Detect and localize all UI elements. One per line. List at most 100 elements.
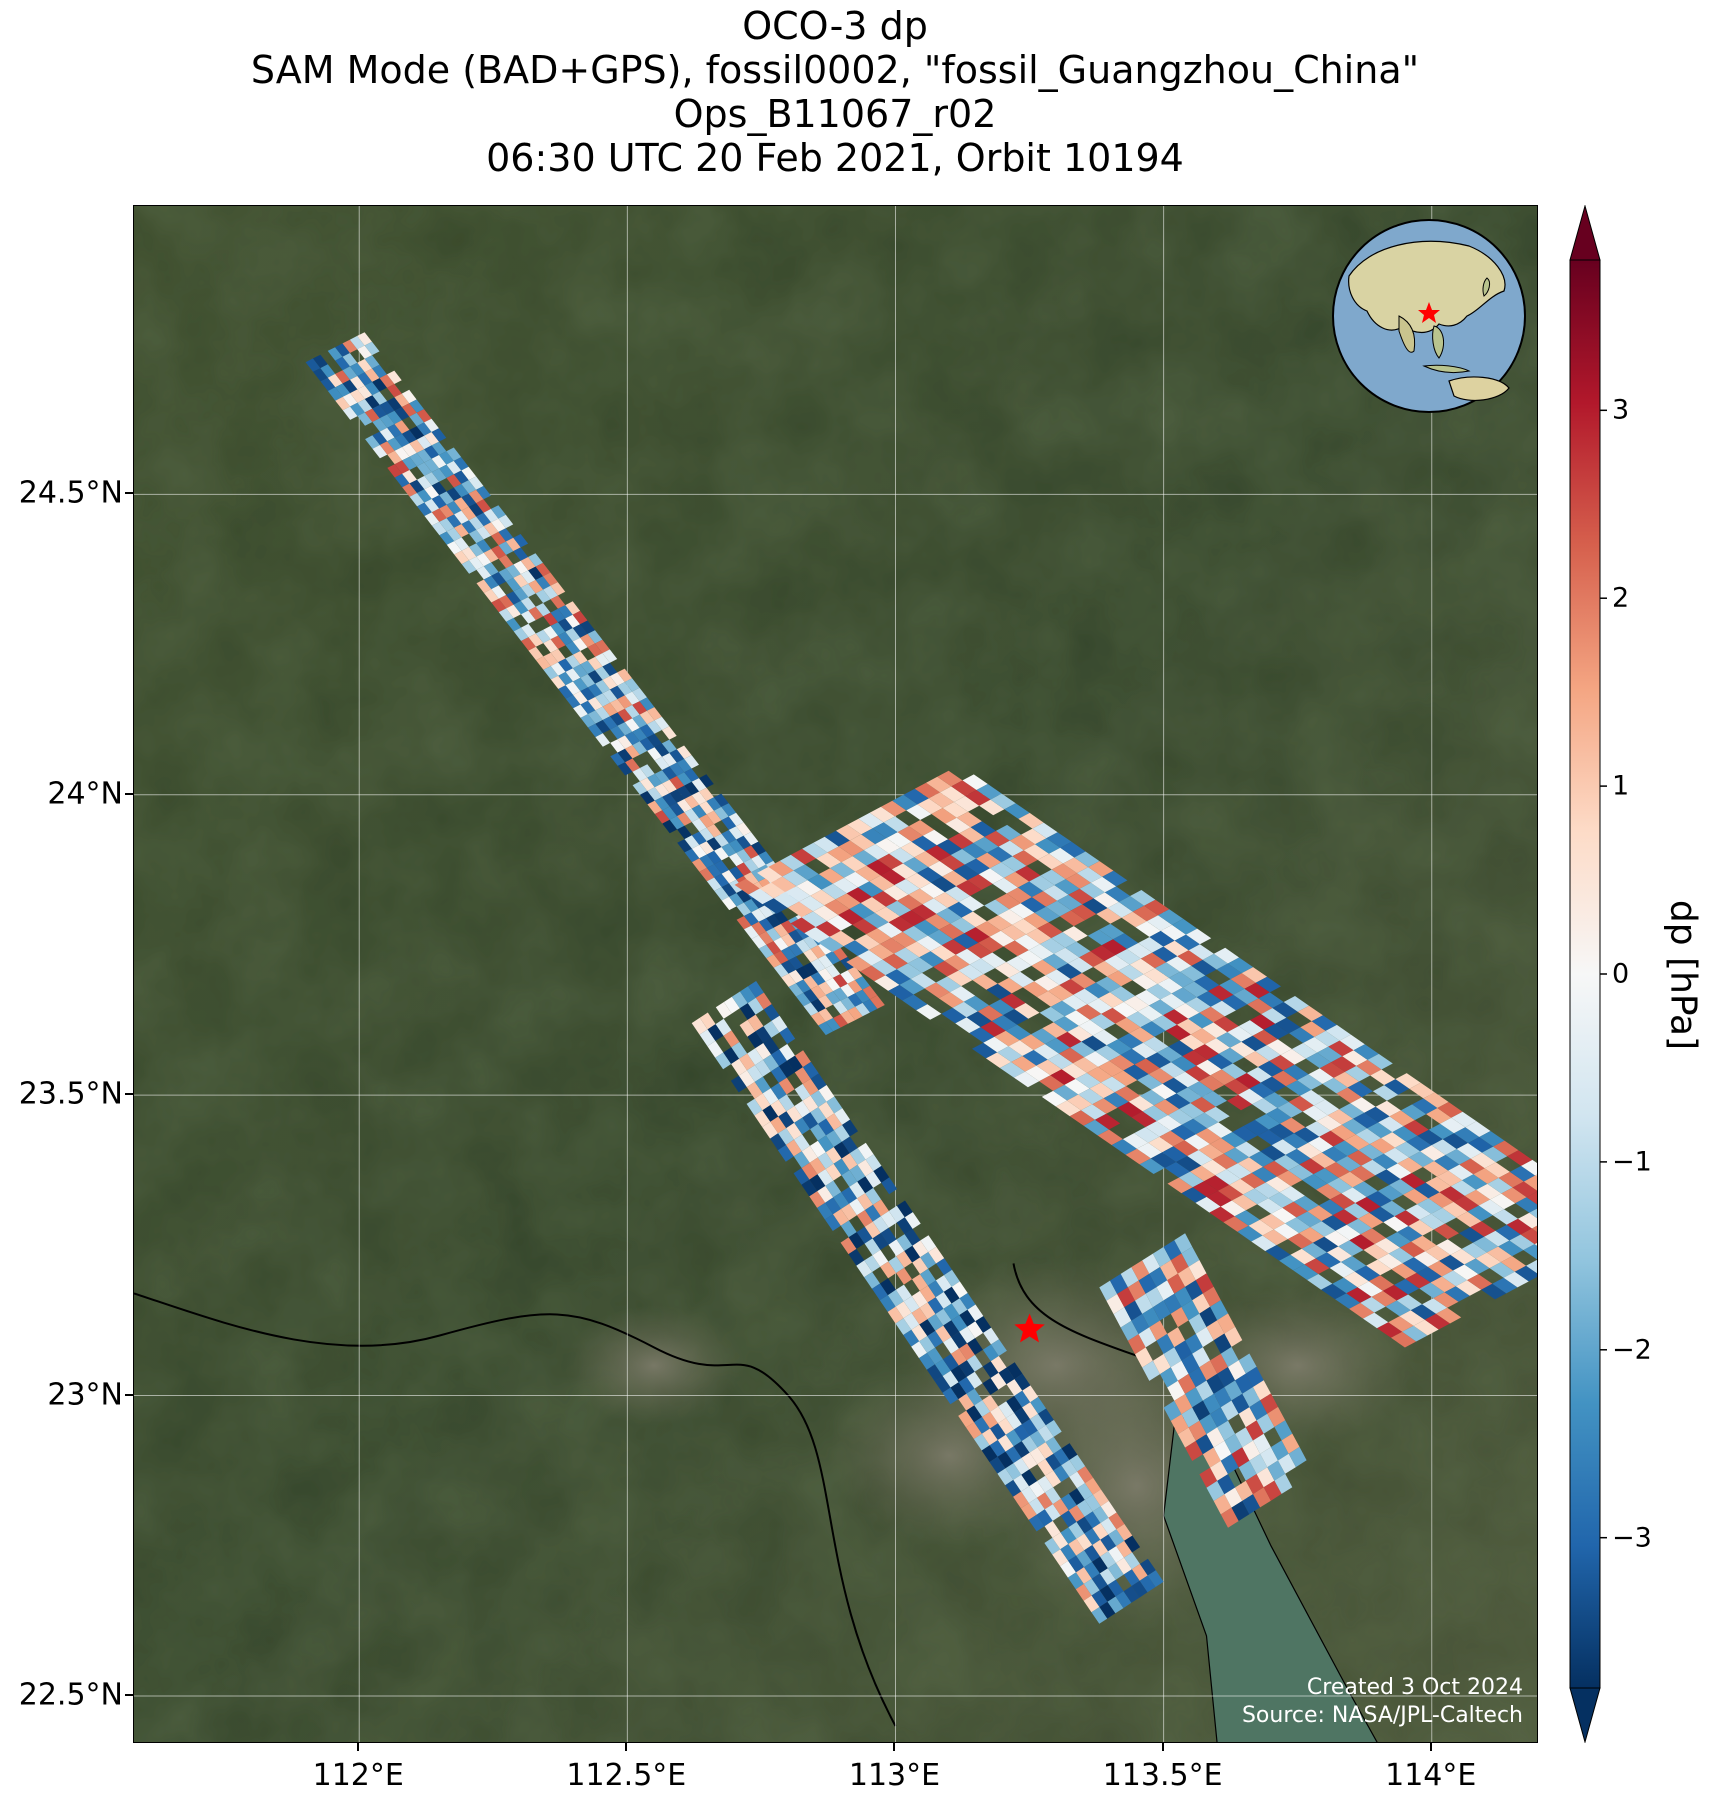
sounding-cell [424,418,439,432]
sounding-cell [520,570,536,584]
sounding-cell [1529,1208,1537,1219]
sounding-cell [535,589,551,603]
sounding-cell [491,505,506,519]
sounding-cell [998,1401,1015,1418]
sounding-cell [1135,921,1161,937]
sounding-cell [424,445,439,459]
sounding-cell [825,977,841,992]
sounding-cell [1134,1058,1160,1075]
sounding-cell [1342,1050,1368,1066]
sounding-cell [855,1002,870,1017]
sounding-cell [956,811,982,828]
sounding-cell [936,907,962,924]
sounding-cell [736,822,751,836]
sounding-cell [654,756,670,771]
sounding-cell [1174,1233,1193,1254]
sounding-cell [1272,1070,1298,1087]
sounding-cell [865,1154,882,1172]
sounding-cell [739,1019,756,1037]
sounding-cell [372,418,388,432]
sounding-cell [833,1158,850,1176]
sounding-cell [1507,1150,1533,1166]
sounding-cell [1453,1195,1479,1212]
sounding-cell [625,758,640,772]
y-tick-mark [125,1393,133,1396]
sounding-cell [617,762,633,776]
sounding-cell [1302,1174,1328,1190]
sounding-cell [402,470,417,484]
sounding-cell [1301,1242,1327,1259]
sounding-cell [1099,923,1125,940]
colorbar-tick-label: −2 [1612,1334,1652,1366]
sounding-cell [1037,922,1063,939]
sounding-cell [1216,1032,1242,1048]
sounding-cell [1013,1441,1030,1458]
sounding-cell [1138,1273,1157,1294]
sounding-cell [1213,1494,1232,1515]
sounding-cell [746,1081,763,1099]
sounding-cell [513,574,529,588]
sounding-cell [888,984,914,1001]
sounding-cell [928,1246,945,1264]
sounding-cell [1163,1347,1182,1368]
sounding-cell [995,893,1021,910]
sounding-cell [1374,1238,1400,1254]
sounding-cell [902,994,928,1011]
sounding-cell [595,666,610,680]
sounding-cell [872,1249,889,1267]
sounding-cell [886,900,912,917]
sounding-cell [528,553,543,567]
sounding-cell [825,1147,842,1164]
sounding-cell [1245,1474,1264,1495]
sounding-cell [1259,1213,1286,1230]
sounding-cell [825,1180,842,1198]
sounding-cell [1327,1109,1354,1125]
sounding-cell [1260,1393,1278,1414]
sounding-cell [468,476,484,490]
sounding-cell [1156,1333,1175,1354]
sounding-cell [982,1344,999,1362]
sounding-cell [781,973,796,987]
sounding-cell [1083,1578,1100,1596]
y-tick-mark [125,1693,133,1696]
sounding-cell [1238,1020,1264,1036]
sounding-cell [892,794,918,811]
map-panel[interactable]: Created 3 Oct 2024 Source: NASA/JPL-Calt… [133,205,1538,1743]
sounding-cell [387,410,402,425]
sounding-cell [905,873,931,889]
sounding-cell [1188,1367,1207,1388]
sounding-cell [771,1049,787,1067]
sounding-cell [1277,1101,1303,1118]
sounding-cell [1115,1591,1132,1609]
sounding-cell [1223,1216,1249,1232]
sounding-cell [1174,1286,1193,1307]
sounding-cell [1045,1038,1071,1054]
sounding-cell [1174,934,1200,951]
sounding-cell [706,824,722,838]
sounding-cell [573,677,588,692]
sounding-cell [1535,1174,1537,1177]
sounding-cell [826,1096,843,1114]
sounding-cell [446,474,462,488]
sounding-cell [1467,1205,1493,1222]
sounding-cell [1170,1307,1189,1328]
sounding-cell [829,930,855,947]
sounding-cell [676,758,692,773]
sounding-cell [801,1162,818,1180]
sounding-cell [1344,1203,1370,1219]
sounding-cell [1228,1360,1246,1381]
sounding-cell [1060,1527,1077,1544]
sounding-cell [513,547,529,561]
sounding-cell [1166,956,1192,972]
sounding-cell [424,498,440,513]
sounding-cell [807,874,833,890]
sounding-cell [1156,1115,1182,1131]
sounding-cell [1124,1552,1140,1570]
sounding-cell [903,857,929,873]
sounding-cell [1235,1141,1261,1158]
y-tick-label: 24°N [47,776,123,812]
sounding-cell [1052,1498,1069,1516]
sounding-cell [729,866,744,880]
sounding-cell [925,845,951,861]
sounding-cell [997,1046,1023,1062]
